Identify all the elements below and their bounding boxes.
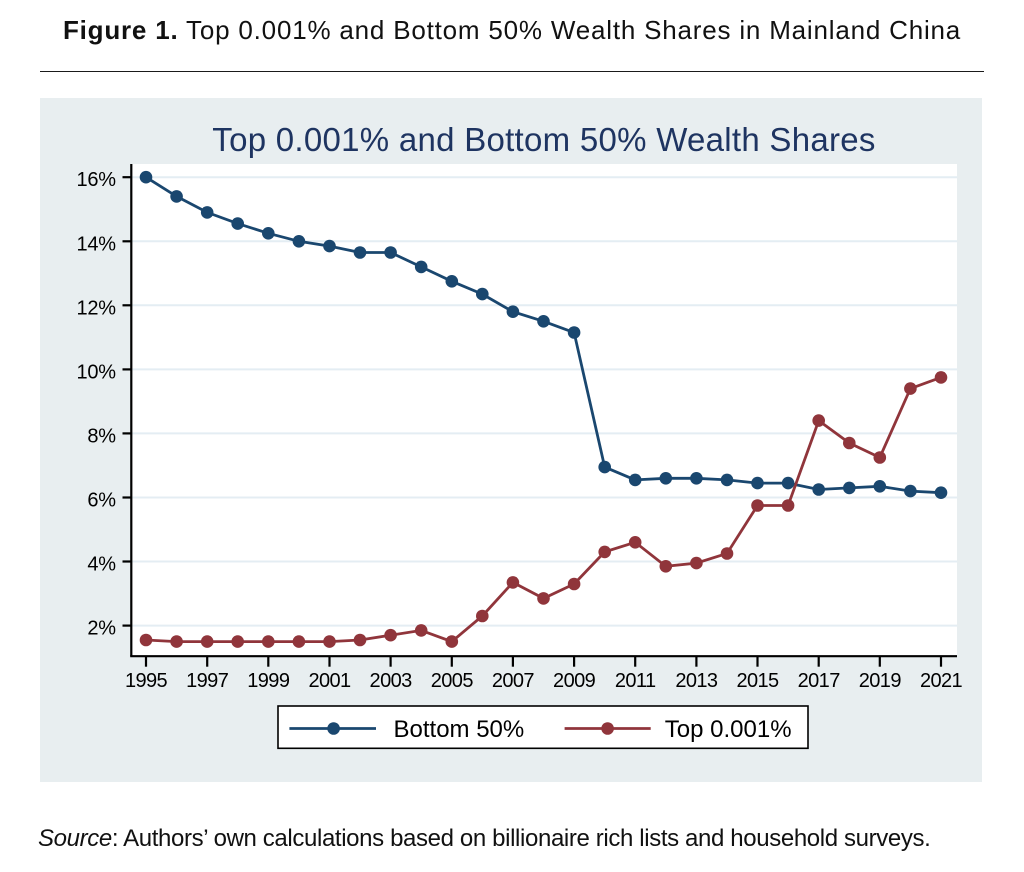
svg-text:Top 0.001%: Top 0.001%: [665, 716, 792, 743]
svg-text:6%: 6%: [87, 490, 116, 512]
svg-text:2005: 2005: [431, 670, 474, 692]
svg-text:2013: 2013: [675, 670, 718, 692]
svg-text:14%: 14%: [77, 233, 117, 255]
svg-text:8%: 8%: [87, 425, 116, 447]
svg-text:4%: 4%: [87, 554, 116, 576]
svg-text:2021: 2021: [920, 670, 963, 692]
svg-text:2%: 2%: [87, 618, 116, 640]
svg-text:2015: 2015: [736, 670, 779, 692]
svg-text:2019: 2019: [859, 670, 902, 692]
svg-text:2009: 2009: [553, 670, 596, 692]
svg-text:12%: 12%: [77, 297, 117, 319]
svg-text:2007: 2007: [492, 670, 535, 692]
svg-text:10%: 10%: [77, 361, 117, 383]
svg-text:1995: 1995: [125, 670, 168, 692]
svg-text:1999: 1999: [247, 670, 290, 692]
svg-text:2017: 2017: [798, 670, 841, 692]
svg-text:2001: 2001: [308, 670, 351, 692]
svg-text:2011: 2011: [615, 670, 656, 692]
svg-text:16%: 16%: [77, 169, 117, 191]
svg-text:Top 0.001% and Bottom 50% Weal: Top 0.001% and Bottom 50% Wealth Shares: [212, 121, 875, 158]
svg-text:Bottom 50%: Bottom 50%: [394, 716, 525, 743]
svg-text:2003: 2003: [370, 670, 413, 692]
svg-text:1997: 1997: [186, 670, 229, 692]
